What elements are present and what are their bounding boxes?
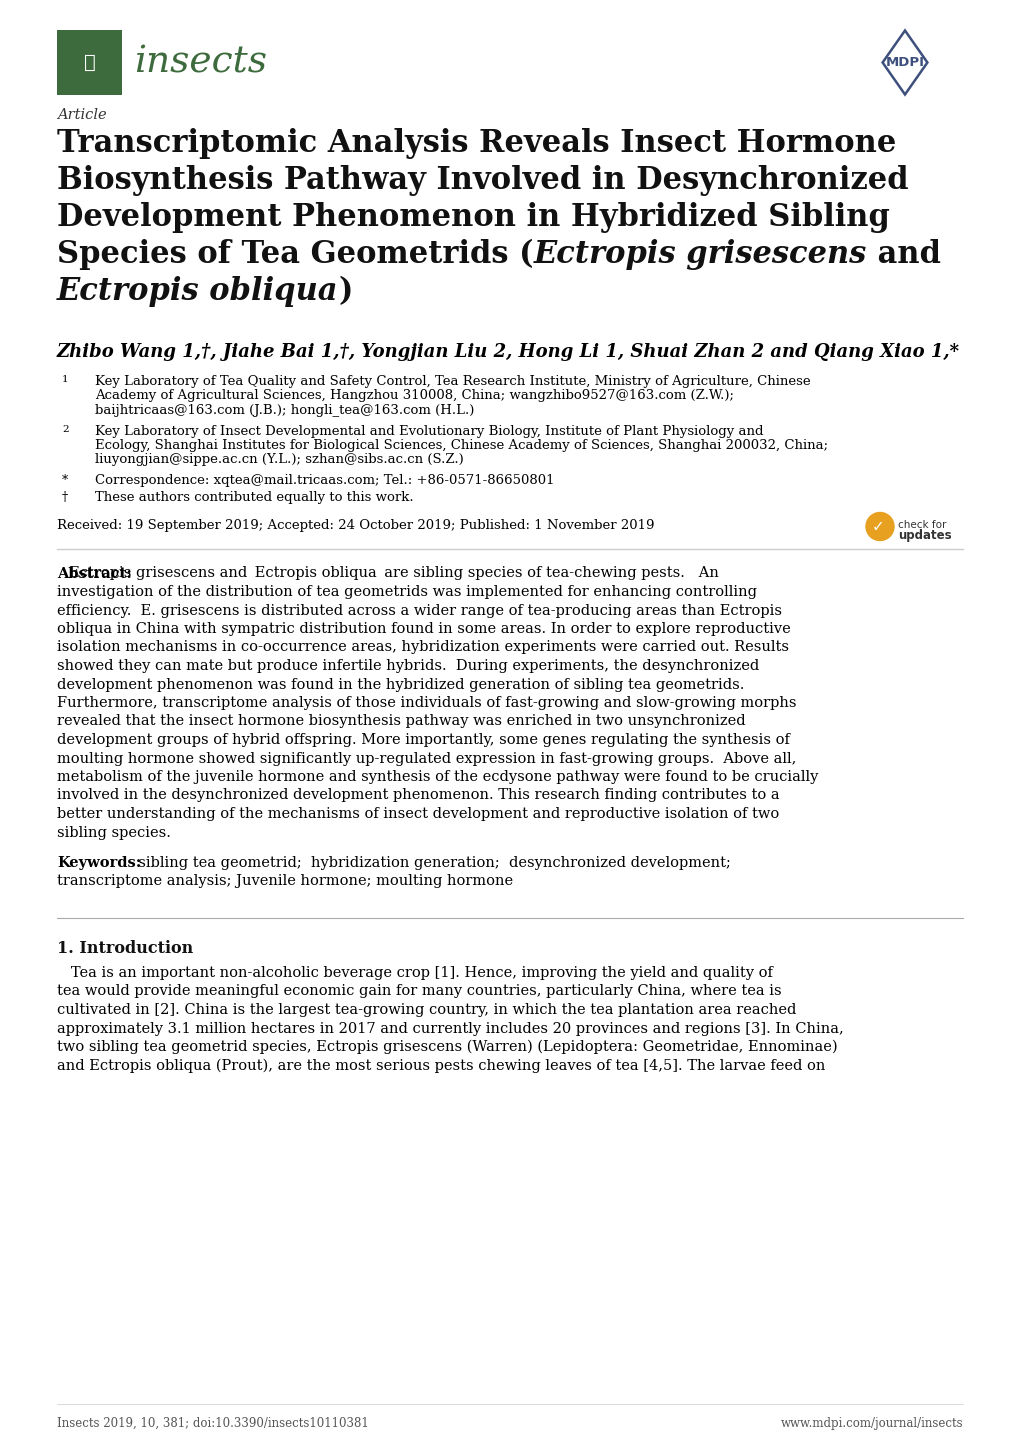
Text: 2: 2 — [62, 424, 68, 434]
Text: obliqua in China with sympatric distribution found in some areas. In order to ex: obliqua in China with sympatric distribu… — [57, 622, 790, 636]
Text: two sibling tea geometrid species, Ectropis grisescens (Warren) (Lepidoptera: Ge: two sibling tea geometrid species, Ectro… — [57, 1040, 837, 1054]
Text: cultivated in [2]. China is the largest tea-growing country, in which the tea pl: cultivated in [2]. China is the largest … — [57, 1004, 796, 1017]
Text: transcriptome analysis; Juvenile hormone; moulting hormone: transcriptome analysis; Juvenile hormone… — [57, 874, 513, 888]
Text: Key Laboratory of Insect Developmental and Evolutionary Biology, Institute of Pl: Key Laboratory of Insect Developmental a… — [95, 424, 763, 437]
Text: www.mdpi.com/journal/insects: www.mdpi.com/journal/insects — [780, 1417, 962, 1430]
Text: Key Laboratory of Tea Quality and Safety Control, Tea Research Institute, Minist: Key Laboratory of Tea Quality and Safety… — [95, 375, 810, 388]
Text: revealed that the insect hormone biosynthesis pathway was enriched in two unsync: revealed that the insect hormone biosynt… — [57, 714, 745, 728]
Text: 🌿: 🌿 — [84, 53, 96, 72]
Text: Article: Article — [57, 108, 107, 123]
Text: Keywords:: Keywords: — [57, 857, 141, 870]
Text: Development Phenomenon in Hybridized Sibling: Development Phenomenon in Hybridized Sib… — [57, 202, 889, 234]
Text: Insects 2019, 10, 381; doi:10.3390/insects10110381: Insects 2019, 10, 381; doi:10.3390/insec… — [57, 1417, 369, 1430]
Text: efficiency.  E. grisescens is distributed across a wider range of tea-producing : efficiency. E. grisescens is distributed… — [57, 604, 782, 617]
Text: Tea is an important non-alcoholic beverage crop [1]. Hence, improving the yield : Tea is an important non-alcoholic bevera… — [57, 966, 772, 981]
FancyBboxPatch shape — [57, 30, 122, 95]
Text: Abstract:: Abstract: — [57, 567, 131, 581]
Text: showed they can mate but produce infertile hybrids.  During experiments, the des: showed they can mate but produce inferti… — [57, 659, 758, 673]
Text: and Ectropis obliqua (Prout), are the most serious pests chewing leaves of tea [: and Ectropis obliqua (Prout), are the mo… — [57, 1058, 824, 1073]
Text: These authors contributed equally to this work.: These authors contributed equally to thi… — [95, 490, 414, 503]
Text: involved in the desynchronized development phenomenon. This research finding con: involved in the desynchronized developme… — [57, 789, 779, 803]
Text: Zhibo Wang 1,†, Jiahe Bai 1,†, Yongjian Liu 2, Hong Li 1, Shuai Zhan 2 and Qiang: Zhibo Wang 1,†, Jiahe Bai 1,†, Yongjian … — [57, 343, 959, 360]
Text: baijhtricaas@163.com (J.B.); hongli_tea@163.com (H.L.): baijhtricaas@163.com (J.B.); hongli_tea@… — [95, 404, 474, 417]
Text: Academy of Agricultural Sciences, Hangzhou 310008, China; wangzhibo9527@163.com : Academy of Agricultural Sciences, Hangzh… — [95, 389, 734, 402]
Text: tea would provide meaningful economic gain for many countries, particularly Chin: tea would provide meaningful economic ga… — [57, 985, 781, 998]
Text: development groups of hybrid offspring. More importantly, some genes regulating : development groups of hybrid offspring. … — [57, 733, 789, 747]
Text: ✓: ✓ — [871, 519, 883, 534]
Text: Ectropis grisescens and  Ectropis obliqua  are sibling species of tea-chewing pe: Ectropis grisescens and Ectropis obliqua… — [57, 567, 718, 581]
Text: and: and — [866, 239, 940, 270]
Text: Correspondence: xqtea@mail.tricaas.com; Tel.: +86-0571-86650801: Correspondence: xqtea@mail.tricaas.com; … — [95, 474, 554, 487]
Text: isolation mechanisms in co-occurrence areas, hybridization experiments were carr: isolation mechanisms in co-occurrence ar… — [57, 640, 789, 655]
Text: sibling tea geometrid;  hybridization generation;  desynchronized development;: sibling tea geometrid; hybridization gen… — [128, 857, 731, 870]
Text: development phenomenon was found in the hybridized generation of sibling tea geo: development phenomenon was found in the … — [57, 678, 744, 692]
Text: moulting hormone showed significantly up-regulated expression in fast-growing gr: moulting hormone showed significantly up… — [57, 751, 796, 766]
Text: 1: 1 — [62, 375, 68, 384]
Text: †: † — [62, 490, 68, 503]
Text: sibling species.: sibling species. — [57, 825, 171, 839]
Text: check for: check for — [897, 521, 946, 531]
Circle shape — [865, 512, 893, 541]
Text: approximately 3.1 million hectares in 2017 and currently includes 20 provinces a: approximately 3.1 million hectares in 20… — [57, 1021, 843, 1035]
Text: Ectropis grisescens: Ectropis grisescens — [533, 239, 866, 270]
Text: metabolism of the juvenile hormone and synthesis of the ecdysone pathway were fo: metabolism of the juvenile hormone and s… — [57, 770, 817, 784]
Text: ): ) — [338, 275, 353, 307]
Text: updates: updates — [897, 529, 951, 542]
Text: *: * — [62, 474, 68, 487]
Text: Ecology, Shanghai Institutes for Biological Sciences, Chinese Academy of Science: Ecology, Shanghai Institutes for Biologi… — [95, 438, 827, 451]
Text: liuyongjian@sippe.ac.cn (Y.L.); szhan@sibs.ac.cn (S.Z.): liuyongjian@sippe.ac.cn (Y.L.); szhan@si… — [95, 453, 464, 467]
Text: better understanding of the mechanisms of insect development and reproductive is: better understanding of the mechanisms o… — [57, 808, 779, 820]
Text: Ectropis obliqua: Ectropis obliqua — [57, 275, 338, 307]
Text: 1. Introduction: 1. Introduction — [57, 940, 193, 957]
Text: Received: 19 September 2019; Accepted: 24 October 2019; Published: 1 November 20: Received: 19 September 2019; Accepted: 2… — [57, 519, 654, 532]
Text: Biosynthesis Pathway Involved in Desynchronized: Biosynthesis Pathway Involved in Desynch… — [57, 164, 908, 196]
Text: Transcriptomic Analysis Reveals Insect Hormone: Transcriptomic Analysis Reveals Insect H… — [57, 128, 896, 159]
Text: Species of Tea Geometrids (: Species of Tea Geometrids ( — [57, 239, 533, 270]
Text: Furthermore, transcriptome analysis of those individuals of fast-growing and slo: Furthermore, transcriptome analysis of t… — [57, 696, 796, 709]
Text: MDPI: MDPI — [884, 56, 923, 69]
Text: insects: insects — [133, 45, 267, 81]
Text: investigation of the distribution of tea geometrids was implemented for enhancin: investigation of the distribution of tea… — [57, 585, 756, 598]
